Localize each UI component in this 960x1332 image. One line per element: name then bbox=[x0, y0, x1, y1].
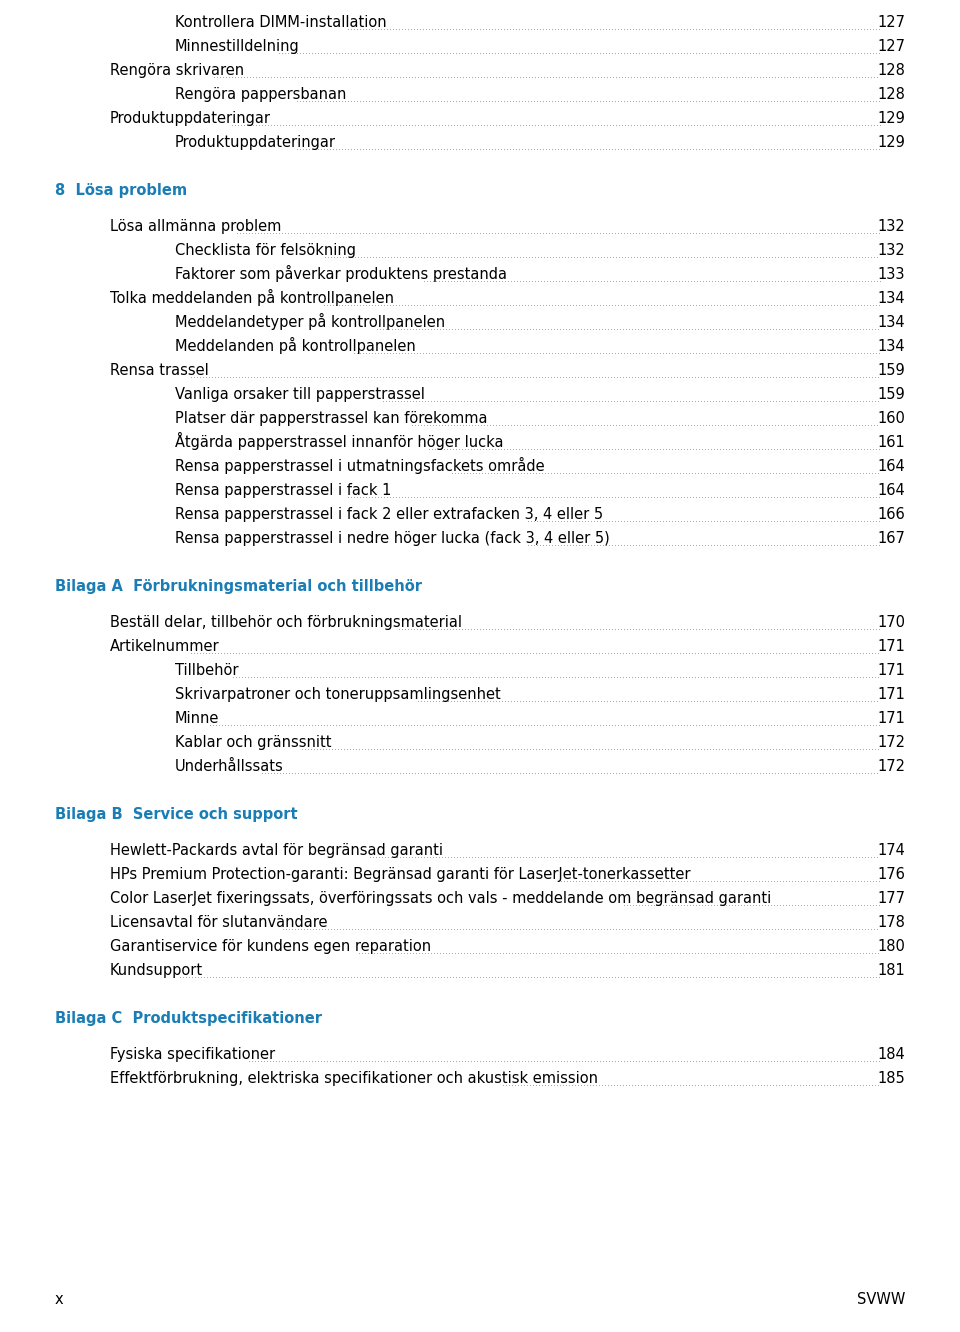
Text: 172: 172 bbox=[877, 735, 905, 750]
Text: Color LaserJet fixeringssats, överföringssats och vals - meddelande om begränsad: Color LaserJet fixeringssats, överföring… bbox=[110, 891, 771, 906]
Text: Garantiservice för kundens egen reparation: Garantiservice för kundens egen reparati… bbox=[110, 939, 431, 954]
Text: 134: 134 bbox=[877, 290, 905, 306]
Text: Rensa papperstrassel i utmatningsfackets område: Rensa papperstrassel i utmatningsfackets… bbox=[175, 457, 544, 474]
Text: Meddelandetyper på kontrollpanelen: Meddelandetyper på kontrollpanelen bbox=[175, 313, 445, 330]
Text: Faktorer som påverkar produktens prestanda: Faktorer som påverkar produktens prestan… bbox=[175, 265, 507, 282]
Text: Kontrollera DIMM-installation: Kontrollera DIMM-installation bbox=[175, 15, 387, 31]
Text: Minnestilldelning: Minnestilldelning bbox=[175, 39, 300, 55]
Text: Kundsupport: Kundsupport bbox=[110, 963, 204, 978]
Text: 177: 177 bbox=[877, 891, 905, 906]
Text: Rensa trassel: Rensa trassel bbox=[110, 364, 208, 378]
Text: Kablar och gränssnitt: Kablar och gränssnitt bbox=[175, 735, 331, 750]
Text: 171: 171 bbox=[877, 663, 905, 678]
Text: Produktuppdateringar: Produktuppdateringar bbox=[110, 111, 271, 127]
Text: 134: 134 bbox=[877, 314, 905, 330]
Text: Fysiska specifikationer: Fysiska specifikationer bbox=[110, 1047, 276, 1062]
Text: Rensa papperstrassel i fack 1: Rensa papperstrassel i fack 1 bbox=[175, 484, 392, 498]
Text: 127: 127 bbox=[877, 39, 905, 55]
Text: Vanliga orsaker till papperstrassel: Vanliga orsaker till papperstrassel bbox=[175, 388, 425, 402]
Text: Underhållssats: Underhållssats bbox=[175, 759, 284, 774]
Text: 159: 159 bbox=[877, 364, 905, 378]
Text: Minne: Minne bbox=[175, 711, 220, 726]
Text: 180: 180 bbox=[877, 939, 905, 954]
Text: Rensa papperstrassel i fack 2 eller extrafacken 3, 4 eller 5: Rensa papperstrassel i fack 2 eller extr… bbox=[175, 507, 603, 522]
Text: Rengöra pappersbanan: Rengöra pappersbanan bbox=[175, 87, 347, 103]
Text: SVWW: SVWW bbox=[856, 1292, 905, 1307]
Text: 170: 170 bbox=[877, 615, 905, 630]
Text: 172: 172 bbox=[877, 759, 905, 774]
Text: Rensa papperstrassel i nedre höger lucka (fack 3, 4 eller 5): Rensa papperstrassel i nedre höger lucka… bbox=[175, 531, 610, 546]
Text: 161: 161 bbox=[877, 436, 905, 450]
Text: Meddelanden på kontrollpanelen: Meddelanden på kontrollpanelen bbox=[175, 337, 416, 354]
Text: 164: 164 bbox=[877, 460, 905, 474]
Text: 129: 129 bbox=[877, 135, 905, 151]
Text: 166: 166 bbox=[877, 507, 905, 522]
Text: Produktuppdateringar: Produktuppdateringar bbox=[175, 135, 336, 151]
Text: 164: 164 bbox=[877, 484, 905, 498]
Text: Hewlett-Packards avtal för begränsad garanti: Hewlett-Packards avtal för begränsad gar… bbox=[110, 843, 443, 858]
Text: 174: 174 bbox=[877, 843, 905, 858]
Text: 8  Lösa problem: 8 Lösa problem bbox=[55, 182, 187, 198]
Text: 133: 133 bbox=[877, 266, 905, 282]
Text: 176: 176 bbox=[877, 867, 905, 882]
Text: Tillbehör: Tillbehör bbox=[175, 663, 238, 678]
Text: 167: 167 bbox=[877, 531, 905, 546]
Text: 185: 185 bbox=[877, 1071, 905, 1086]
Text: 128: 128 bbox=[877, 87, 905, 103]
Text: 159: 159 bbox=[877, 388, 905, 402]
Text: 134: 134 bbox=[877, 340, 905, 354]
Text: Checklista för felsökning: Checklista för felsökning bbox=[175, 242, 356, 258]
Text: 171: 171 bbox=[877, 711, 905, 726]
Text: Licensavtal för slutanvändare: Licensavtal för slutanvändare bbox=[110, 915, 327, 930]
Text: 129: 129 bbox=[877, 111, 905, 127]
Text: Bilaga B  Service och support: Bilaga B Service och support bbox=[55, 807, 298, 822]
Text: 171: 171 bbox=[877, 639, 905, 654]
Text: 160: 160 bbox=[877, 412, 905, 426]
Text: Bilaga C  Produktspecifikationer: Bilaga C Produktspecifikationer bbox=[55, 1011, 322, 1026]
Text: Skrivarpatroner och toneruppsamlingsenhet: Skrivarpatroner och toneruppsamlingsenhe… bbox=[175, 687, 501, 702]
Text: Lösa allmänna problem: Lösa allmänna problem bbox=[110, 218, 281, 234]
Text: Artikelnummer: Artikelnummer bbox=[110, 639, 220, 654]
Text: Effektförbrukning, elektriska specifikationer och akustisk emission: Effektförbrukning, elektriska specifikat… bbox=[110, 1071, 598, 1086]
Text: Bilaga A  Förbrukningsmaterial och tillbehör: Bilaga A Förbrukningsmaterial och tillbe… bbox=[55, 579, 422, 594]
Text: 178: 178 bbox=[877, 915, 905, 930]
Text: 184: 184 bbox=[877, 1047, 905, 1062]
Text: Platser där papperstrassel kan förekomma: Platser där papperstrassel kan förekomma bbox=[175, 412, 488, 426]
Text: 171: 171 bbox=[877, 687, 905, 702]
Text: x: x bbox=[55, 1292, 63, 1307]
Text: Rengöra skrivaren: Rengöra skrivaren bbox=[110, 63, 244, 79]
Text: Tolka meddelanden på kontrollpanelen: Tolka meddelanden på kontrollpanelen bbox=[110, 289, 394, 306]
Text: 127: 127 bbox=[877, 15, 905, 31]
Text: HPs Premium Protection-garanti: Begränsad garanti för LaserJet-tonerkassetter: HPs Premium Protection-garanti: Begränsa… bbox=[110, 867, 690, 882]
Text: 181: 181 bbox=[877, 963, 905, 978]
Text: 132: 132 bbox=[877, 218, 905, 234]
Text: Åtgärda papperstrassel innanför höger lucka: Åtgärda papperstrassel innanför höger lu… bbox=[175, 432, 503, 450]
Text: 132: 132 bbox=[877, 242, 905, 258]
Text: Beställ delar, tillbehör och förbrukningsmaterial: Beställ delar, tillbehör och förbrukning… bbox=[110, 615, 462, 630]
Text: 128: 128 bbox=[877, 63, 905, 79]
